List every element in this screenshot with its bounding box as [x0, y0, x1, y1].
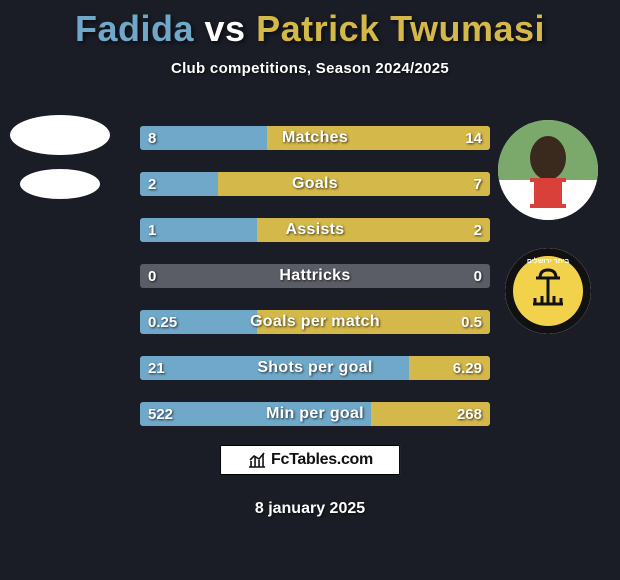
stat-label: Hattricks	[140, 264, 490, 288]
stat-value-left: 0	[148, 264, 156, 288]
stat-row: Min per goal522 268	[140, 402, 490, 426]
left-avatars	[10, 115, 110, 199]
stat-value-left: 21	[148, 356, 165, 380]
player1-avatar-placeholder	[10, 115, 110, 155]
stat-label: Matches	[140, 126, 490, 150]
stat-label: Shots per goal	[140, 356, 490, 380]
stat-bars: Matches814Goals27Assists12Hattricks00Goa…	[140, 126, 490, 426]
stat-value-right: 268	[457, 402, 482, 426]
stat-value-right: 14	[465, 126, 482, 150]
player1-name: Fadida	[75, 8, 194, 49]
stat-value-left: 0.25	[148, 310, 177, 334]
player1-team-placeholder	[20, 169, 100, 199]
stat-row: Goals2 7	[140, 172, 490, 196]
page-title: Fadida vs Patrick Twumasi	[0, 8, 620, 50]
player2-avatar	[498, 120, 598, 220]
logo-text: FcTables.com	[271, 451, 373, 469]
date-text: 8 january 2025	[0, 500, 620, 518]
stat-row: Shots per goal21 6.29	[140, 356, 490, 380]
player2-team-badge: ביתר ירושלים	[505, 248, 591, 334]
stat-value-left: 1	[148, 218, 156, 242]
logo-chart-icon	[247, 451, 267, 469]
stat-label: Min per goal	[140, 402, 490, 426]
player2-avatar-svg	[498, 120, 598, 220]
stat-value-left: 2	[148, 172, 156, 196]
svg-text:ביתר ירושלים: ביתר ירושלים	[527, 257, 570, 265]
stat-row: Hattricks0 0	[140, 264, 490, 288]
team-badge-svg: ביתר ירושלים	[505, 248, 591, 334]
stat-value-right: 6.29	[453, 356, 482, 380]
stat-value-left: 522	[148, 402, 173, 426]
fctables-logo[interactable]: FcTables.com	[220, 445, 400, 475]
stat-value-right: 0.5	[461, 310, 482, 334]
right-avatars: ביתר ירושלים	[498, 120, 598, 334]
stat-label: Assists	[140, 218, 490, 242]
stat-label: Goals per match	[140, 310, 490, 334]
stat-label: Goals	[140, 172, 490, 196]
stat-value-right: 7	[474, 172, 482, 196]
vs-text: vs	[205, 8, 246, 49]
stat-value-right: 0	[474, 264, 482, 288]
stat-value-left: 8	[148, 126, 156, 150]
stat-row: Goals per match0.25 0.5	[140, 310, 490, 334]
comparison-card: Fadida vs Patrick Twumasi Club competiti…	[0, 0, 620, 580]
stat-row: Matches8 14	[140, 126, 490, 150]
subtitle: Club competitions, Season 2024/2025	[0, 60, 620, 77]
stat-row: Assists1 2	[140, 218, 490, 242]
player2-name: Patrick Twumasi	[256, 8, 545, 49]
stat-value-right: 2	[474, 218, 482, 242]
